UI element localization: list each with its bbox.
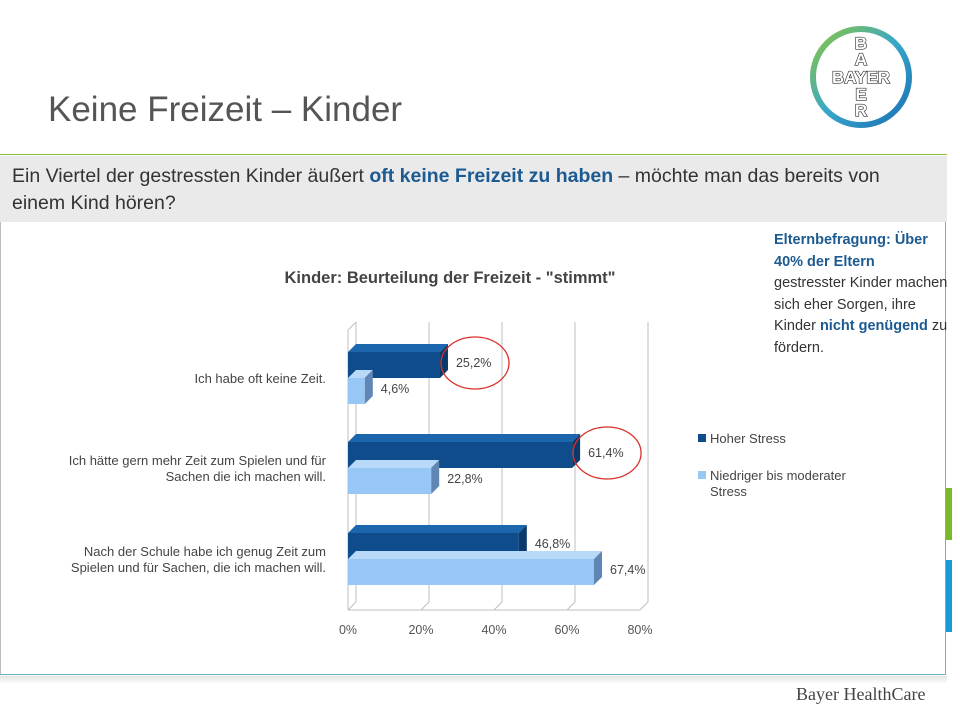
title-divider xyxy=(0,154,947,155)
highlight-circle xyxy=(440,336,510,390)
category-label: Spielen und für Sachen, die ich machen w… xyxy=(71,560,326,575)
bayer-logo: BAYER B A E R xyxy=(808,24,914,130)
category-label: Sachen die ich machen will. xyxy=(166,469,326,484)
note-text: zu fördern. xyxy=(774,318,948,356)
x-tick-label: 0% xyxy=(339,623,357,637)
data-label: 4,6% xyxy=(381,382,410,396)
logo-letter: A xyxy=(855,50,867,69)
bar-top-face xyxy=(348,551,603,559)
category-label: Ich hätte gern mehr Zeit zum Spielen und… xyxy=(69,453,327,468)
bar xyxy=(348,378,365,404)
logo-letter: E xyxy=(855,85,866,104)
x-tick-label: 20% xyxy=(408,623,433,637)
legend-label: Hoher Stress xyxy=(710,431,786,446)
legend-swatch xyxy=(698,471,706,479)
footer-brand: Bayer HealthCare xyxy=(796,684,926,704)
data-label: 25,2% xyxy=(456,356,491,370)
bar-side-face xyxy=(518,525,527,559)
data-label: 67,4% xyxy=(610,563,645,577)
bar-side-face xyxy=(594,551,603,585)
chart-title: Kinder: Beurteilung der Freizeit - "stim… xyxy=(284,269,615,287)
floor-gridline xyxy=(420,601,430,611)
legend-label: Stress xyxy=(710,484,747,499)
data-label: 46,8% xyxy=(535,537,570,551)
floor-gridline xyxy=(493,601,503,611)
floor-gridline xyxy=(639,601,649,611)
bar-top-face xyxy=(348,434,581,442)
floor-gridline xyxy=(566,601,576,611)
subtitle-text-start: Ein Viertel der gestressten Kinder äußer… xyxy=(12,165,370,187)
logo-letter: R xyxy=(855,101,867,120)
logo-letter: B xyxy=(855,34,867,53)
side-accent-green xyxy=(946,488,952,540)
x-tick-label: 80% xyxy=(627,623,652,637)
x-tick-label: 60% xyxy=(554,623,579,637)
note-text: gestresster Kinder machen sich eher Sorg… xyxy=(774,275,948,334)
axis-side-wall-top xyxy=(347,321,357,331)
category-label: Nach der Schule habe ich genug Zeit zum xyxy=(84,544,326,559)
bar-top-face xyxy=(348,370,373,378)
bar-top-face xyxy=(348,460,440,468)
bar-top-face xyxy=(348,344,448,352)
page-title: Keine Freizeit – Kinder xyxy=(48,90,403,129)
bar-side-face xyxy=(364,370,373,404)
subtitle: Ein Viertel der gestressten Kinder äußer… xyxy=(12,163,917,217)
highlight-circle xyxy=(572,426,642,480)
legend-swatch xyxy=(698,434,706,442)
footer-shadow xyxy=(0,676,947,684)
logo-horizontal-text: BAYER xyxy=(832,68,890,87)
parent-survey-note: Elternbefragung: Über 40% der Eltern ges… xyxy=(774,230,949,359)
content-frame xyxy=(0,222,946,675)
bar-top-face xyxy=(348,525,527,533)
legend-label: Niedriger bis moderater xyxy=(710,468,847,483)
note-emphasis: Elternbefragung: Über 40% der Eltern xyxy=(774,232,928,270)
bar xyxy=(348,559,595,585)
data-label: 61,4% xyxy=(588,446,623,460)
bar xyxy=(348,468,432,494)
subtitle-text-end: – möchte man das bereits von einem Kind … xyxy=(12,165,880,214)
data-label: 22,8% xyxy=(447,472,482,486)
content-frame-left-edge xyxy=(0,222,1,674)
subtitle-box: Ein Viertel der gestressten Kinder äußer… xyxy=(0,156,947,222)
category-label: Ich habe oft keine Zeit. xyxy=(194,371,326,386)
side-accent-blue xyxy=(946,560,952,632)
x-tick-label: 40% xyxy=(481,623,506,637)
note-emphasis: nicht genügend xyxy=(819,318,928,334)
floor-gridline xyxy=(347,601,357,611)
bar-side-face xyxy=(431,460,440,494)
subtitle-emphasis: oft keine Freizeit zu haben xyxy=(369,165,614,187)
